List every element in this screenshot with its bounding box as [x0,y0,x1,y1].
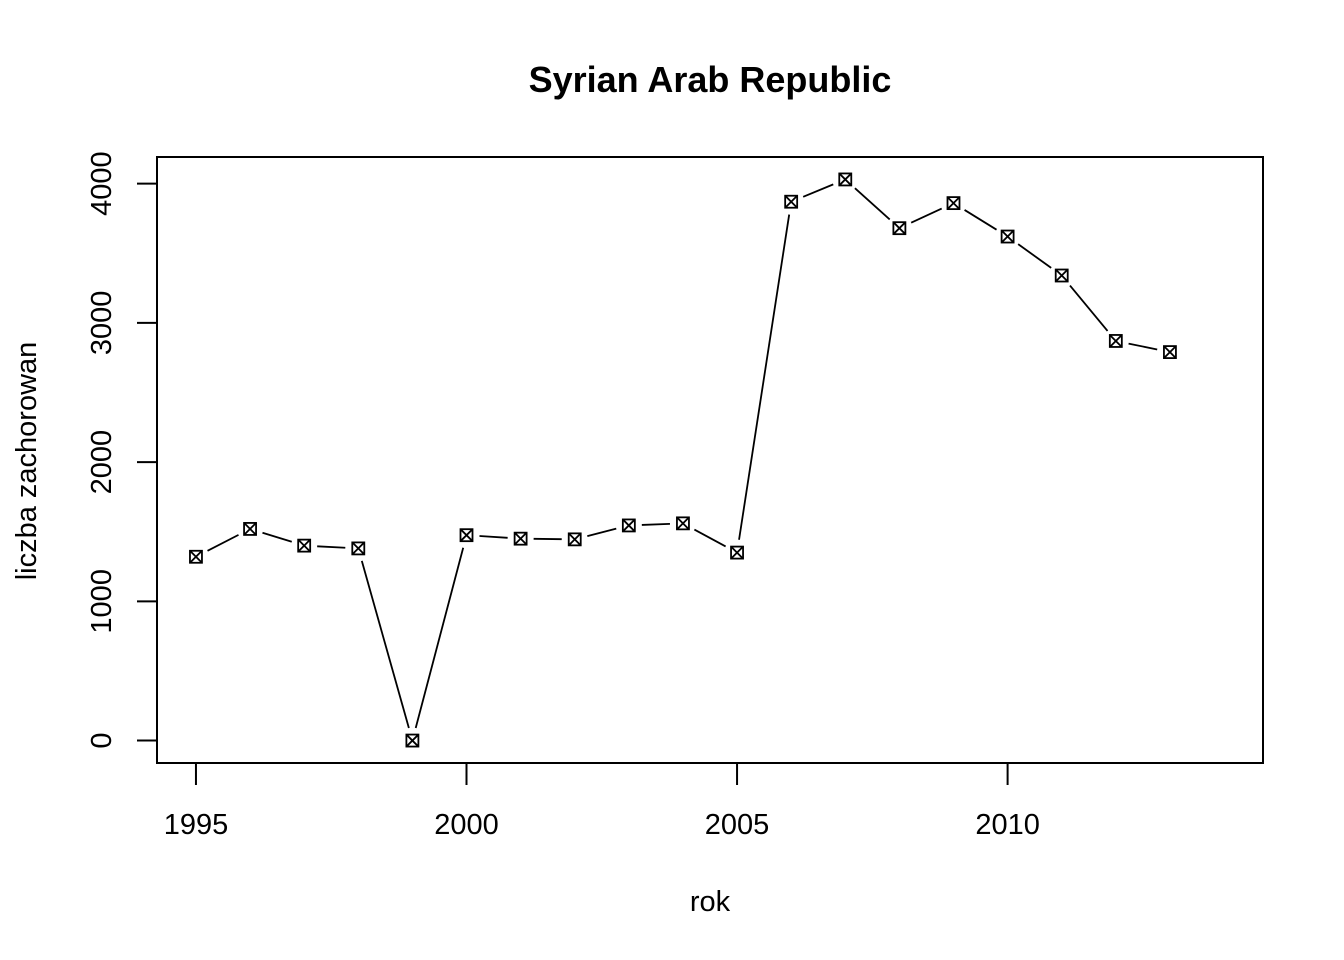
data-point-box [676,516,690,531]
data-point [351,541,366,556]
data-point [676,516,690,531]
series-segment [587,527,617,537]
y-tick-label: 1000 [86,569,118,634]
data-point-box [1108,334,1123,348]
series-segment [207,534,239,552]
data-point-box [567,532,582,547]
series-segment [802,183,834,198]
data-point-cross [351,541,365,556]
y-tick-label: 2000 [86,430,118,495]
chart-title: Syrian Arab Republic [529,59,892,100]
series-markers [189,172,1177,748]
data-point [621,518,636,533]
data-point-box [946,196,961,211]
data-point [1163,345,1177,359]
data-point-box [351,541,366,556]
data-point-box [513,531,528,546]
x-tick-label: 2010 [975,809,1040,841]
x-tick-label: 1995 [164,809,229,841]
data-point [730,545,744,560]
data-point-cross [730,545,744,560]
series-line [207,183,1158,729]
data-point [243,522,257,536]
y-axis: 0 1000 2000 3000 4000 [86,151,158,749]
data-point-box [405,733,420,748]
data-point-box [730,545,744,560]
data-point-cross [189,550,203,564]
series-segment [964,209,998,231]
data-point-cross [784,195,798,209]
data-point-cross [838,172,852,187]
series-segment [854,187,891,221]
data-point-cross [1163,345,1177,359]
y-tick-label: 0 [86,732,118,748]
series-segment [414,547,465,729]
data-point-box [1163,345,1177,359]
series-segment [479,535,508,539]
data-point-box [297,538,312,553]
data-point-box [621,518,636,533]
x-tick-label: 2000 [434,809,499,841]
series-segment [1017,243,1052,269]
x-tick-label: 2005 [705,809,770,841]
data-point [459,528,474,543]
series-segment [317,545,346,549]
data-point [189,549,203,564]
data-point-cross [1055,268,1069,283]
data-point-cross [1109,334,1123,348]
data-point-cross [297,538,311,553]
series-segment [262,531,293,543]
y-tick-label: 3000 [86,291,118,356]
data-point-box [838,172,853,187]
data-point-cross [622,518,636,533]
data-point-cross [892,221,907,235]
data-point-box [1000,229,1015,244]
data-point-box [1054,268,1069,283]
x-axis-label: rok [690,886,731,918]
data-point-cross [1000,229,1015,244]
data-point-cross [676,516,690,530]
series-segment [360,560,410,729]
data-point-box [459,528,474,543]
series-segment [1069,284,1109,332]
data-point [1000,229,1015,244]
data-point [1054,268,1069,283]
data-point-cross [513,532,528,546]
data-point-cross [568,532,582,546]
plot-frame [156,156,1264,764]
series-segment [1128,342,1158,351]
data-point [405,733,420,748]
data-point-box [784,194,799,209]
series-segment [641,522,670,526]
data-point [513,531,528,546]
data-point [1108,334,1123,348]
series-segment [693,528,727,548]
data-point [892,221,907,236]
data-point-box [892,221,907,236]
y-axis-label: liczba zachorowan [11,342,43,581]
data-point [297,538,312,553]
data-point [946,196,961,211]
data-point-cross [405,733,420,748]
data-point [838,172,853,187]
data-point-cross [946,196,961,210]
data-point-box [243,522,257,536]
x-axis: 1995 2000 2005 2010 [164,762,1040,841]
data-point [784,194,799,209]
data-point [567,532,582,547]
data-point-cross [243,522,257,536]
series-segment [738,214,791,540]
y-tick-label: 4000 [86,151,118,216]
series-segment [910,207,943,224]
data-point-cross [459,528,474,542]
data-point-box [189,549,203,564]
